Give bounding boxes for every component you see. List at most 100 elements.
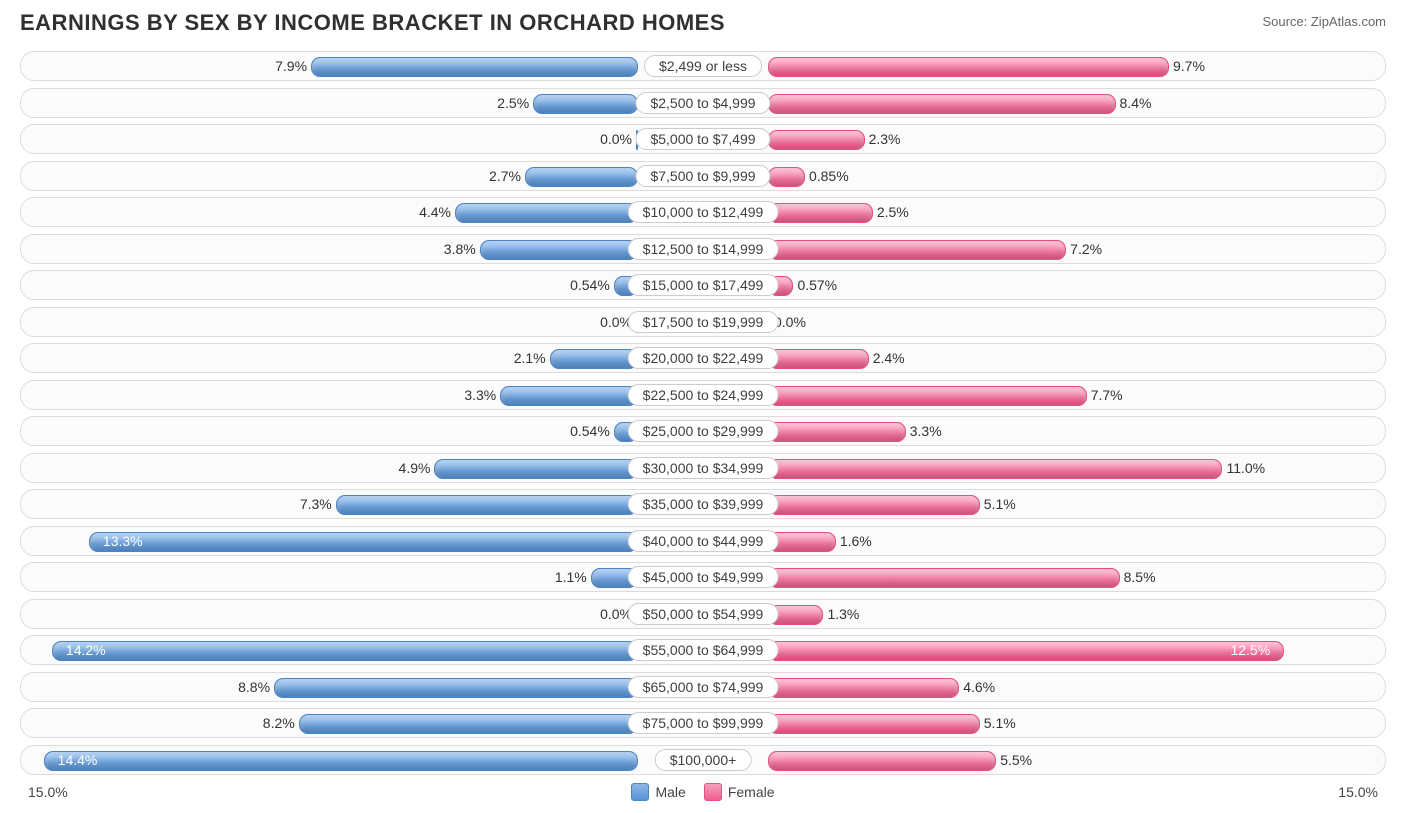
legend: Male Female: [631, 783, 774, 801]
chart-source: Source: ZipAtlas.com: [1262, 10, 1386, 29]
bar-half-female: 9.7%: [703, 52, 1385, 80]
pct-label-female: 2.4%: [873, 349, 905, 367]
bar-half-male: 14.2%: [21, 636, 703, 664]
bar-male: [44, 751, 638, 771]
pct-label-male: 8.2%: [263, 714, 295, 732]
pct-label-female: 8.5%: [1124, 568, 1156, 586]
pct-label-male: 3.3%: [464, 386, 496, 404]
bar-row: 0.0%2.3%$5,000 to $7,499: [20, 124, 1386, 154]
pct-label-female: 2.5%: [877, 203, 909, 221]
bar-half-female: 2.5%: [703, 198, 1385, 226]
bar-half-male: 4.9%: [21, 454, 703, 482]
pct-label-male: 1.1%: [555, 568, 587, 586]
bar-half-male: 7.3%: [21, 490, 703, 518]
bar-row: 0.54%0.57%$15,000 to $17,499: [20, 270, 1386, 300]
bar-row: 0.54%3.3%$25,000 to $29,999: [20, 416, 1386, 446]
bar-female: [768, 714, 980, 734]
pct-label-male: 2.7%: [489, 167, 521, 185]
bar-half-female: 12.5%: [703, 636, 1385, 664]
bar-half-female: 5.5%: [703, 746, 1385, 774]
bar-male: [274, 678, 638, 698]
bar-row: 4.4%2.5%$10,000 to $12,499: [20, 197, 1386, 227]
pct-label-male: 14.4%: [50, 751, 106, 769]
pct-label-female: 0.0%: [774, 313, 806, 331]
bar-half-male: 2.7%: [21, 162, 703, 190]
bar-half-female: 2.4%: [703, 344, 1385, 372]
pct-label-female: 9.7%: [1173, 57, 1205, 75]
chart-title: EARNINGS BY SEX BY INCOME BRACKET IN ORC…: [20, 10, 725, 36]
bar-half-male: 4.4%: [21, 198, 703, 226]
bar-half-female: 0.0%: [703, 308, 1385, 336]
bar-female: [768, 751, 996, 771]
bar-row: 14.2%12.5%$55,000 to $64,999: [20, 635, 1386, 665]
chart-header: EARNINGS BY SEX BY INCOME BRACKET IN ORC…: [0, 0, 1406, 41]
bar-male: [550, 349, 638, 369]
pct-label-female: 5.1%: [984, 714, 1016, 732]
bar-half-female: 3.3%: [703, 417, 1385, 445]
category-label: $12,500 to $14,999: [628, 238, 779, 260]
bar-row: 13.3% 1.6% $40,000 to $44,999: [20, 526, 1386, 556]
pct-label-male: 0.54%: [570, 422, 610, 440]
pct-label-female: 11.0%: [1226, 459, 1265, 477]
category-label: $40,000 to $44,999: [628, 530, 779, 552]
pct-label-female: 7.2%: [1070, 240, 1102, 258]
pct-label-female: 1.3%: [827, 605, 859, 623]
bar-half-female: 5.1%: [703, 490, 1385, 518]
category-label: $2,499 or less: [644, 55, 762, 77]
bar-female: [768, 641, 1284, 661]
bar-row: 1.1% 8.5% $45,000 to $49,999: [20, 562, 1386, 592]
bar-male: [500, 386, 638, 406]
bar-half-female: 5.1%: [703, 709, 1385, 737]
bar-male: [480, 240, 638, 260]
pct-label-female: 1.6%: [840, 532, 872, 550]
bar-half-female: 7.2%: [703, 235, 1385, 263]
pct-label-female: 5.5%: [1000, 751, 1032, 769]
legend-swatch-male: [631, 783, 649, 801]
bar-row: 2.5%8.4%$2,500 to $4,999: [20, 88, 1386, 118]
bar-female: [768, 240, 1066, 260]
bar-half-female: 7.7%: [703, 381, 1385, 409]
bar-male: [299, 714, 638, 734]
category-label: $30,000 to $34,999: [628, 457, 779, 479]
pct-label-female: 4.6%: [963, 678, 995, 696]
category-label: $17,500 to $19,999: [628, 311, 779, 333]
legend-label-male: Male: [655, 784, 685, 800]
bar-male: [525, 167, 638, 187]
bar-male: [533, 94, 638, 114]
bar-half-male: 3.8%: [21, 235, 703, 263]
bar-female: [768, 422, 906, 442]
bar-half-female: 2.3%: [703, 125, 1385, 153]
legend-label-female: Female: [728, 784, 775, 800]
category-label: $2,500 to $4,999: [635, 92, 770, 114]
pct-label-female: 3.3%: [910, 422, 942, 440]
category-label: $100,000+: [655, 749, 752, 771]
bar-half-male: 0.54%: [21, 271, 703, 299]
axis-left-max: 15.0%: [28, 784, 68, 800]
category-label: $7,500 to $9,999: [635, 165, 770, 187]
bar-half-female: 1.3%: [703, 600, 1385, 628]
bar-row: 3.8% 7.2% $12,500 to $14,999: [20, 234, 1386, 264]
bar-row: 0.0%0.0%$17,500 to $19,999: [20, 307, 1386, 337]
bar-female: [768, 349, 869, 369]
bar-half-male: 8.8%: [21, 673, 703, 701]
category-label: $50,000 to $54,999: [628, 603, 779, 625]
bar-female: [768, 94, 1116, 114]
bar-half-female: 1.6%: [703, 527, 1385, 555]
legend-item-male: Male: [631, 783, 685, 801]
pct-label-male: 8.8%: [238, 678, 270, 696]
bar-row: 2.7%0.85%$7,500 to $9,999: [20, 161, 1386, 191]
bar-row: 2.1%2.4%$20,000 to $22,499: [20, 343, 1386, 373]
bar-row: 8.2%5.1%$75,000 to $99,999: [20, 708, 1386, 738]
bar-half-male: 14.4%: [21, 746, 703, 774]
category-label: $65,000 to $74,999: [628, 676, 779, 698]
pct-label-male: 7.3%: [300, 495, 332, 513]
bar-half-female: 0.57%: [703, 271, 1385, 299]
category-label: $22,500 to $24,999: [628, 384, 779, 406]
bar-half-male: 13.3%: [21, 527, 703, 555]
pct-label-female: 8.4%: [1120, 94, 1152, 112]
pct-label-male: 4.4%: [419, 203, 451, 221]
bar-half-female: 8.5%: [703, 563, 1385, 591]
category-label: $45,000 to $49,999: [628, 566, 779, 588]
pct-label-male: 2.1%: [514, 349, 546, 367]
bar-male: [52, 641, 638, 661]
